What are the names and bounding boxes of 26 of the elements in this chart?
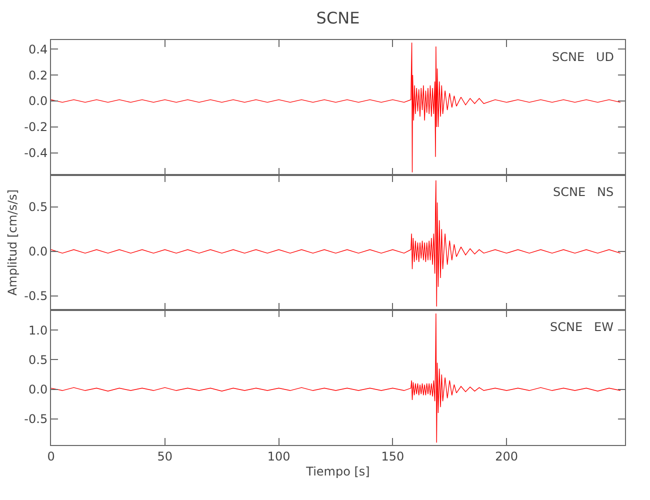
y-tick-label: -0.5 xyxy=(24,288,48,303)
y-tick-label: 0.4 xyxy=(28,42,48,56)
y-tick-label: -0.2 xyxy=(24,120,48,134)
y-tick-label: 0.0 xyxy=(28,244,48,259)
x-tick-label: 150 xyxy=(381,449,404,464)
chart-title: SCNE xyxy=(316,8,360,28)
y-tick-label: -0.4 xyxy=(24,146,48,160)
line-series xyxy=(51,313,621,443)
x-tick-label: 100 xyxy=(267,449,290,464)
x-tick-label: 50 xyxy=(157,449,173,464)
line-series xyxy=(51,42,621,173)
y-tick-label: -0.5 xyxy=(24,412,48,426)
y-tick-label: 0.2 xyxy=(28,68,48,82)
y-tick-label: 0.0 xyxy=(28,382,48,397)
annotation: SCNE EW xyxy=(550,320,614,334)
x-tick-label: 200 xyxy=(495,449,518,464)
annotation: SCNE NS xyxy=(553,185,614,199)
y-tick-label: 1.0 xyxy=(28,323,48,338)
y-tick-label: 0.5 xyxy=(28,352,48,367)
y-tick-label: 0.0 xyxy=(28,94,48,108)
x-tick-label: 0 xyxy=(47,449,55,464)
y-tick-label: 0.5 xyxy=(28,200,48,214)
x-axis-title: Tiempo [s] xyxy=(305,464,370,478)
y-axis-title: Amplitud [cm/s/s] xyxy=(5,189,20,296)
line-series xyxy=(51,180,621,307)
annotation: SCNE UD xyxy=(552,50,614,64)
